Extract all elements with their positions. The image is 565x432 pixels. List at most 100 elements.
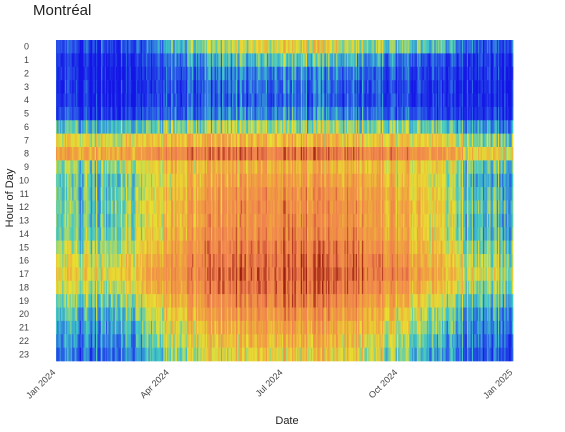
heatmap-cell	[179, 173, 182, 188]
heatmap-cell	[299, 80, 302, 94]
heatmap-cell	[110, 147, 113, 161]
heatmap-cell	[229, 200, 232, 215]
heatmap-cell	[217, 320, 219, 335]
heatmap-cell	[250, 80, 253, 94]
heatmap-cell	[282, 187, 284, 201]
heatmap-cell	[103, 53, 106, 68]
heatmap-cell	[240, 294, 243, 308]
heatmap-cell	[270, 334, 273, 348]
heatmap-cell	[288, 160, 290, 175]
heatmap-cell	[150, 307, 153, 322]
heatmap-cell	[273, 254, 275, 268]
heatmap-cell	[293, 147, 295, 161]
heatmap-cell	[273, 120, 275, 134]
heatmap-cell	[147, 66, 149, 81]
heatmap-cell	[132, 347, 134, 362]
heatmap-cell	[197, 120, 199, 134]
heatmap-cell	[182, 267, 184, 282]
heatmap-cell	[108, 173, 111, 188]
heatmap-cell	[158, 93, 160, 108]
heatmap-cell	[79, 294, 82, 308]
heatmap-cell	[118, 240, 121, 255]
heatmap-cell	[213, 133, 215, 148]
heatmap-cell	[78, 307, 81, 322]
heatmap-cell	[204, 227, 207, 241]
heatmap-cell	[75, 53, 78, 68]
heatmap-cell	[173, 53, 175, 68]
heatmap-cell	[305, 347, 308, 362]
heatmap-cell	[259, 200, 262, 215]
heatmap-cell	[119, 120, 122, 134]
heatmap-cell	[163, 254, 165, 268]
heatmap-cell	[178, 80, 180, 94]
heatmap-cell	[230, 187, 233, 201]
heatmap-cell	[300, 133, 303, 148]
heatmap-cell	[277, 227, 279, 241]
heatmap-cell	[74, 280, 77, 295]
heatmap-cell	[168, 254, 170, 268]
heatmap-cell	[177, 334, 179, 348]
heatmap-cell	[238, 173, 240, 188]
heatmap-cell	[79, 307, 82, 322]
heatmap-cell	[88, 294, 91, 308]
heatmap-cell	[162, 240, 164, 255]
heatmap-cell	[112, 147, 114, 161]
heatmap-cell	[217, 254, 219, 268]
heatmap-cell	[310, 187, 313, 201]
heatmap-cell	[242, 160, 244, 175]
heatmap-cell	[65, 200, 68, 215]
heatmap-cell	[255, 80, 258, 94]
heatmap-cell	[99, 254, 102, 268]
heatmap-cell	[172, 267, 174, 282]
heatmap-cell	[303, 267, 305, 282]
heatmap-cell	[299, 254, 302, 268]
heatmap-cell	[277, 187, 279, 201]
heatmap-cell	[192, 347, 194, 362]
heatmap-cell	[293, 200, 295, 215]
heatmap-cell	[169, 213, 172, 228]
heatmap-cell	[215, 133, 218, 148]
heatmap-cell	[295, 160, 298, 175]
heatmap-cell	[283, 106, 285, 121]
heatmap-cell	[154, 120, 157, 134]
heatmap-cell	[269, 133, 272, 148]
heatmap-cell	[282, 133, 284, 148]
heatmap-cell	[63, 66, 66, 81]
heatmap-cell	[309, 213, 312, 228]
heatmap-cell	[238, 307, 240, 322]
heatmap-cell	[77, 227, 79, 241]
heatmap-cell	[125, 93, 128, 108]
heatmap-cell	[309, 187, 312, 201]
heatmap-cell	[60, 173, 63, 188]
heatmap-cell	[229, 53, 232, 68]
heatmap-cell	[243, 80, 245, 94]
heatmap-cell	[60, 66, 63, 81]
heatmap-cell	[132, 334, 134, 348]
heatmap-cell	[285, 187, 288, 201]
heatmap-cell	[160, 307, 163, 322]
heatmap-cell	[182, 254, 184, 268]
heatmap-cell	[220, 120, 223, 134]
heatmap-cell	[301, 227, 304, 241]
heatmap-cell	[63, 93, 66, 108]
heatmap-cell	[117, 133, 119, 148]
heatmap-cell	[135, 93, 138, 108]
heatmap-cell	[249, 240, 252, 255]
heatmap-cell	[314, 133, 317, 148]
heatmap-cell	[64, 227, 67, 241]
heatmap-cell	[88, 66, 91, 81]
heatmap-cell	[262, 294, 264, 308]
heatmap-cell	[63, 80, 66, 94]
heatmap-cell	[93, 133, 96, 148]
heatmap-cell	[107, 347, 109, 362]
heatmap-cell	[127, 213, 129, 228]
heatmap-cell	[249, 280, 252, 295]
heatmap-cell	[212, 294, 214, 308]
heatmap-cell	[244, 294, 247, 308]
heatmap-cell	[207, 133, 209, 148]
heatmap-cell	[82, 320, 84, 335]
heatmap-cell	[233, 80, 235, 94]
heatmap-cell	[97, 280, 99, 295]
heatmap-cell	[155, 254, 158, 268]
heatmap-cell	[245, 334, 248, 348]
